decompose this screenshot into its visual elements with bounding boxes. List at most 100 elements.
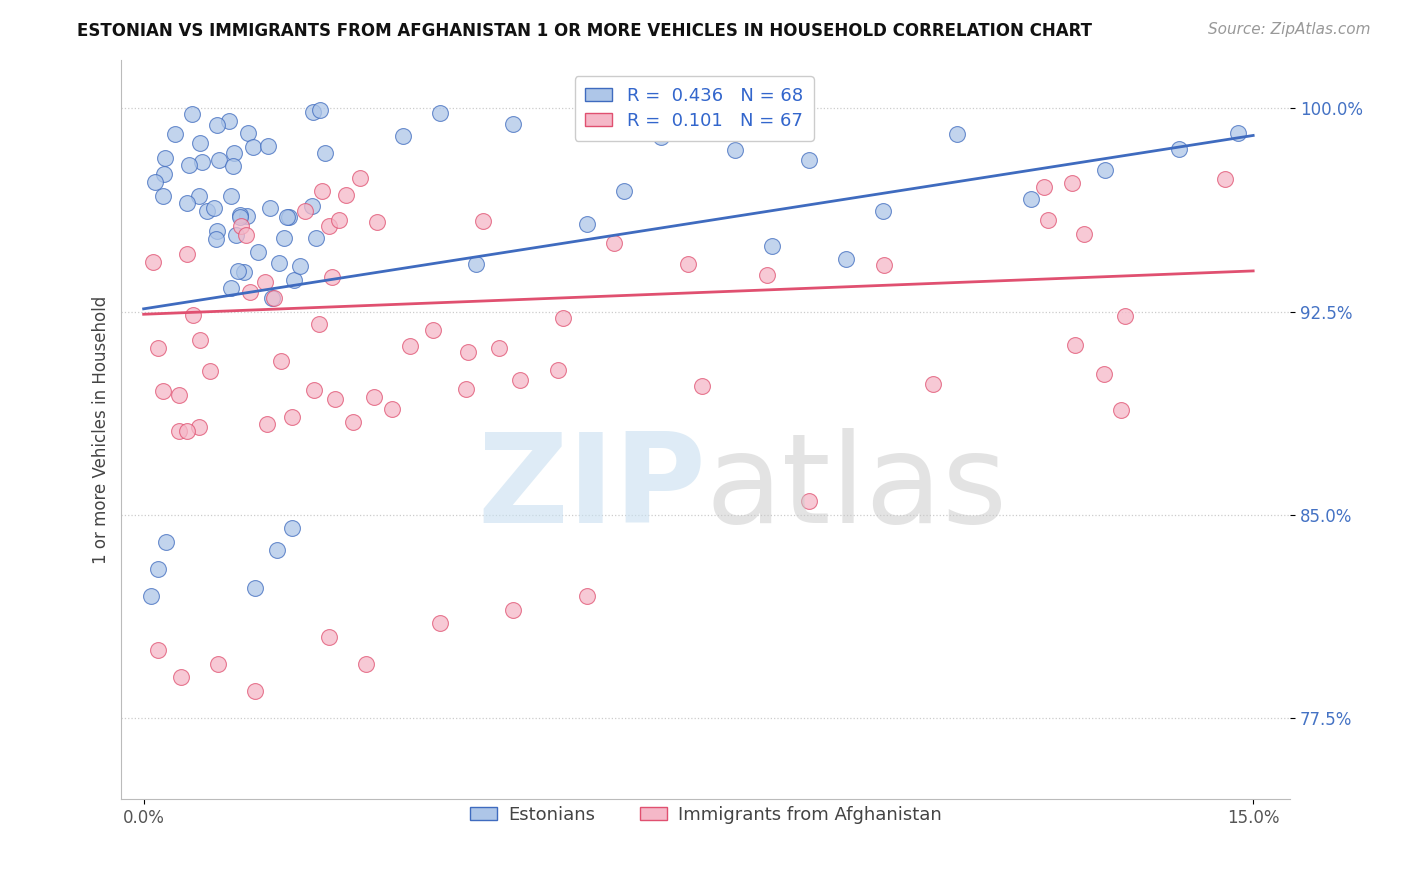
Point [1073, 227, 1095, 242]
Point [188, 136, 211, 150]
Point [188, 420, 211, 434]
Point [318, 219, 340, 233]
Point [288, 259, 311, 273]
Y-axis label: 1 or more Vehicles in Household: 1 or more Vehicles in Household [93, 295, 110, 564]
Point [576, 589, 599, 603]
Point [198, 364, 221, 378]
Point [243, 581, 266, 595]
Point [177, 158, 200, 172]
Point [756, 268, 779, 282]
Point [318, 630, 340, 644]
Point [218, 114, 240, 128]
Point [1036, 213, 1059, 227]
Point [1064, 338, 1087, 352]
Point [366, 215, 388, 229]
Point [429, 106, 451, 120]
Point [242, 140, 264, 154]
Point [195, 203, 218, 218]
Point [148, 562, 170, 576]
Point [363, 390, 385, 404]
Point [225, 227, 247, 242]
Point [692, 379, 714, 393]
Point [613, 184, 636, 198]
Point [183, 309, 205, 323]
Point [235, 209, 257, 223]
Point [231, 219, 253, 233]
Point [169, 388, 191, 402]
Point [221, 159, 243, 173]
Point [205, 232, 228, 246]
Point [239, 285, 262, 299]
Point [429, 616, 451, 631]
Point [603, 235, 626, 250]
Point [152, 384, 174, 398]
Point [454, 382, 477, 396]
Point [323, 392, 346, 406]
Point [180, 106, 202, 120]
Point [502, 117, 524, 131]
Point [553, 310, 575, 325]
Point [314, 146, 336, 161]
Point [354, 657, 377, 671]
Point [301, 104, 323, 119]
Point [1094, 163, 1116, 178]
Legend: Estonians, Immigrants from Afghanistan: Estonians, Immigrants from Afghanistan [463, 798, 949, 830]
Point [256, 417, 278, 432]
Point [946, 128, 969, 142]
Point [457, 344, 479, 359]
Point [148, 341, 170, 355]
Point [205, 118, 228, 132]
Point [1019, 192, 1042, 206]
Point [305, 231, 328, 245]
Point [311, 185, 333, 199]
Text: atlas: atlas [706, 428, 1008, 549]
Point [208, 153, 231, 167]
Point [1215, 172, 1237, 186]
Point [1168, 142, 1191, 156]
Point [270, 354, 292, 368]
Point [276, 210, 298, 224]
Point [509, 373, 531, 387]
Point [176, 424, 198, 438]
Point [342, 415, 364, 429]
Point [153, 151, 176, 165]
Point [221, 280, 243, 294]
Point [650, 130, 672, 145]
Point [761, 239, 783, 253]
Point [190, 334, 212, 348]
Point [422, 322, 444, 336]
Point [169, 670, 191, 684]
Point [221, 189, 243, 203]
Point [1032, 180, 1054, 194]
Point [872, 203, 894, 218]
Point [799, 494, 821, 508]
Point [205, 224, 228, 238]
Point [873, 258, 896, 272]
Point [1092, 367, 1115, 381]
Point [187, 189, 209, 203]
Point [547, 363, 569, 377]
Point [266, 543, 288, 558]
Point [263, 292, 285, 306]
Point [235, 227, 257, 242]
Point [799, 153, 821, 168]
Text: ZIP: ZIP [477, 428, 706, 549]
Point [278, 211, 301, 225]
Point [226, 264, 249, 278]
Point [1227, 126, 1250, 140]
Point [233, 265, 256, 279]
Point [502, 602, 524, 616]
Point [207, 657, 229, 671]
Point [246, 245, 269, 260]
Point [576, 218, 599, 232]
Point [222, 146, 245, 161]
Point [167, 425, 190, 439]
Point [176, 247, 198, 261]
Point [243, 683, 266, 698]
Point [254, 275, 277, 289]
Text: Source: ZipAtlas.com: Source: ZipAtlas.com [1208, 22, 1371, 37]
Point [488, 342, 510, 356]
Point [335, 188, 357, 202]
Point [294, 203, 316, 218]
Point [238, 126, 260, 140]
